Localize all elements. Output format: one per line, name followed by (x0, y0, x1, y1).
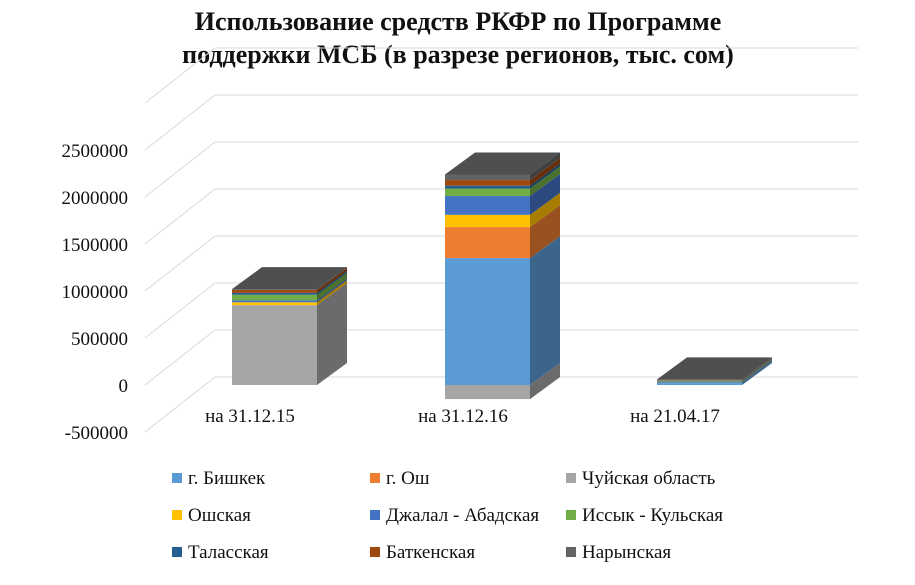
gridline-side (144, 376, 216, 433)
bar-side (317, 270, 347, 295)
legend-swatch (172, 547, 182, 557)
bar-segment (232, 302, 317, 306)
bar-top (445, 152, 560, 175)
bar-side (530, 192, 560, 228)
legend-swatch (172, 510, 182, 520)
bar-segment (445, 185, 530, 189)
bar-segment (445, 174, 530, 181)
bar-segment (445, 188, 530, 197)
bar-side (317, 280, 347, 306)
legend-label: Баткенская (386, 542, 475, 563)
y-tick-label: 2000000 (62, 188, 129, 209)
gridline-side (144, 329, 216, 386)
bar-side (530, 205, 560, 259)
bar-side (317, 283, 347, 385)
legend-swatch (370, 473, 380, 483)
bar-side (317, 272, 347, 301)
bar-side (317, 278, 347, 303)
bar-segment (232, 292, 317, 295)
legend-label: Чуйская область (582, 468, 716, 489)
gridline-side (144, 282, 216, 339)
bar-segment (445, 258, 530, 385)
x-category-label: на 31.12.15 (205, 406, 295, 427)
bar-segment (232, 305, 317, 385)
y-tick-label: -500000 (65, 423, 128, 444)
bar-side (742, 358, 772, 381)
bar-segment (657, 383, 742, 385)
bar-segment (657, 382, 742, 384)
bar-segment (445, 385, 530, 400)
y-tick-label: 0 (119, 376, 129, 397)
gridline-side (144, 235, 216, 292)
legend-swatch (172, 473, 182, 483)
legend-swatch (566, 547, 576, 557)
bar-side (530, 152, 560, 181)
bar-side (742, 357, 772, 381)
bar-top (657, 357, 772, 380)
bar-segment (657, 380, 742, 381)
y-axis-ticks: 2500000 2000000 1500000 1000000 500000 0 -5000… (62, 141, 129, 444)
y-tick-label: 500000 (71, 329, 128, 350)
legend-label: Ошская (188, 505, 251, 526)
bar-segment (657, 380, 742, 382)
bar-segment (445, 227, 530, 259)
x-axis-categories: на 31.12.15 на 31.12.16 на 21.04.17 (205, 406, 720, 427)
bar-segment (445, 196, 530, 215)
bar-segment (232, 294, 317, 301)
legend-swatch (370, 547, 380, 557)
bar-side (530, 363, 560, 400)
bar-side (317, 267, 347, 291)
legend-label: г. Ош (386, 468, 430, 489)
bar-side (317, 268, 347, 293)
gridline-side (144, 94, 216, 151)
bar-segment (445, 180, 530, 186)
gridline-side (144, 47, 216, 104)
x-category-label: на 21.04.17 (630, 406, 720, 427)
chart-legend: г. Бишкек г. Ош Чуйская область Ошская Джала… (172, 468, 723, 563)
bar-top (232, 267, 347, 290)
legend-label: Нарынская (582, 542, 671, 563)
bar-side (530, 166, 560, 197)
bar-segment (657, 381, 742, 383)
bar-side (742, 361, 772, 385)
bar-side (530, 236, 560, 385)
chart-title-line-1: Использование средств РКФР по Программе (195, 7, 722, 36)
legend-label: Иссык - Кульская (582, 505, 723, 526)
legend-swatch (566, 473, 576, 483)
bar-side (530, 158, 560, 186)
gridline-side (144, 141, 216, 198)
y-tick-label: 1500000 (62, 235, 129, 256)
gridline-side (144, 188, 216, 245)
legend-swatch (566, 510, 576, 520)
bar-side (742, 360, 772, 384)
legend-label: Джалал - Абадская (386, 505, 539, 526)
bar-side (530, 163, 560, 189)
chart-title-line-2: поддержки МСБ (в разрезе регионов, тыс. … (182, 40, 734, 69)
bar-segment (657, 379, 742, 381)
bar-segment (445, 214, 530, 228)
legend-label: г. Бишкек (188, 468, 266, 489)
chart-bars (232, 152, 772, 400)
x-category-label: на 31.12.16 (418, 406, 508, 427)
legend-swatch (370, 510, 380, 520)
bar-side (530, 174, 560, 215)
chart-title: Использование средств РКФР по Программе … (182, 7, 734, 69)
bar-segment (232, 289, 317, 291)
bar-segment (232, 290, 317, 293)
bar-side (742, 359, 772, 383)
bar-segment (232, 300, 317, 303)
legend-label: Таласская (188, 542, 269, 563)
y-tick-label: 2500000 (62, 141, 129, 162)
y-tick-label: 1000000 (62, 282, 129, 303)
bar-side (742, 358, 772, 382)
